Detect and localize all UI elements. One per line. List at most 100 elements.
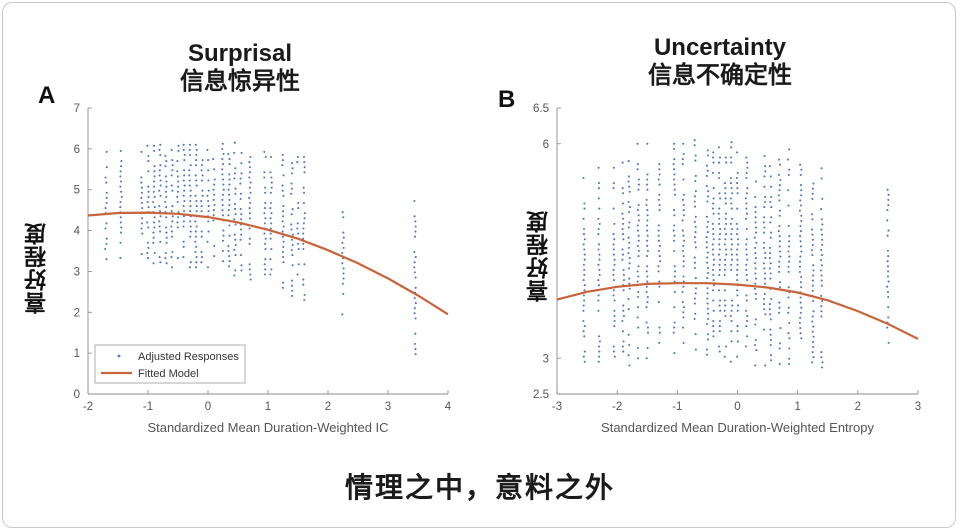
scatter-point [778,306,781,309]
scatter-point [717,212,720,215]
scatter-point [706,231,709,234]
scatter-point [281,189,284,192]
scatter-point [673,188,676,191]
scatter-point [153,165,156,168]
scatter-point [105,258,108,261]
scatter-point [712,202,715,205]
scatter-point [736,294,739,297]
scatter-point [147,195,150,198]
scatter-point [105,242,108,245]
scatter-point [673,275,676,278]
scatter-point [269,273,272,276]
scatter-point [621,253,625,256]
scatter-point [612,233,615,236]
scatter-point [195,148,198,151]
scatter-point [228,260,231,263]
scatter-point [682,178,685,181]
scatter-point [681,163,684,166]
scatter-point [762,297,765,301]
scatter-point [239,197,242,200]
scatter-point [628,241,631,244]
scatter-point [281,220,284,223]
scatter-point [119,149,122,152]
scatter-point [296,222,299,225]
scatter-point [725,161,728,164]
scatter-point [176,226,179,229]
scatter-point [799,332,802,335]
scatter-point [821,197,824,200]
scatter-point [811,192,814,195]
scatter-point [165,185,168,188]
scatter-point [799,327,802,330]
scatter-point [341,241,344,244]
scatter-point [221,163,225,166]
scatter-point [778,163,782,166]
scatter-point [622,289,625,292]
scatter-point [282,245,285,248]
scatter-point [627,297,630,301]
scatter-point [770,185,773,188]
scatter-point [159,184,162,187]
scatter-point [754,262,757,265]
scatter-point [694,215,697,218]
scatter-point [719,197,722,200]
scatter-point [636,224,639,227]
scatter-point [171,250,174,254]
scatter-point [105,196,108,199]
scatter-point [582,263,585,266]
x-tick-label: -1 [143,401,153,413]
scatter-point [264,242,267,245]
scatter-point [681,249,685,253]
scatter-point [887,306,890,309]
scatter-point [269,258,272,261]
scatter-point [637,203,640,207]
scatter-point [705,185,708,188]
scatter-point [799,296,802,299]
scatter-point [693,317,696,320]
scatter-point [724,263,727,266]
scatter-point [788,168,791,171]
scatter-point [240,233,243,236]
scatter-point [165,226,168,229]
scatter-point [745,248,748,251]
scatter-point [646,188,649,191]
scatter-point [200,250,203,254]
scatter-point [657,270,660,273]
scatter-point [646,244,649,247]
scatter-point [637,183,641,186]
scatter-point [681,301,684,304]
scatter-point [887,316,890,319]
scatter-point [754,251,757,255]
scatter-point [303,166,306,169]
scatter-point [730,187,733,190]
x-tick-label: -3 [552,401,562,413]
scatter-point [613,299,616,302]
scatter-point [183,159,186,162]
scatter-point [342,246,345,249]
scatter-point [194,164,198,167]
scatter-point [778,250,782,253]
scatter-point [263,176,266,179]
scatter-point [240,218,243,221]
scatter-point [706,287,709,290]
scatter-point [673,224,676,227]
scatter-point [764,313,767,316]
scatter-point [270,212,273,215]
scatter-point [788,362,791,365]
scatter-point [183,189,186,192]
scatter-point [221,214,225,217]
scatter-point [270,247,273,251]
scatter-point [745,263,748,266]
scatter-point [729,182,733,185]
scatter-point [718,273,721,277]
scatter-point [414,332,417,335]
scatter-point [712,299,715,302]
scatter-point [754,195,757,198]
scatter-point [583,207,586,210]
scatter-point [153,206,156,209]
scatter-point [119,257,122,260]
scatter-point [723,355,726,358]
scatter-point [233,172,236,175]
scatter-point [188,153,192,157]
scatter-point [711,248,714,251]
